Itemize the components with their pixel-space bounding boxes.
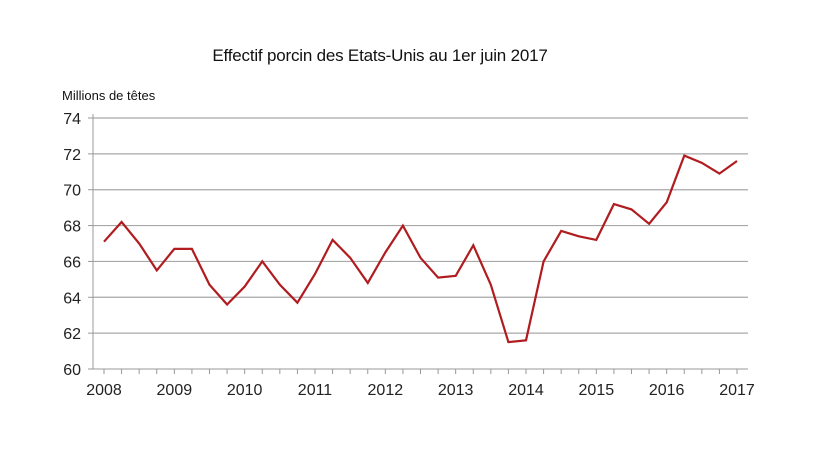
x-tick-label: 2010 <box>227 382 263 399</box>
y-tick-label: 66 <box>63 254 81 271</box>
y-tick-label: 70 <box>63 183 81 200</box>
series-line-0 <box>103 154 738 344</box>
y-tick-label: 62 <box>63 326 81 343</box>
y-tick-label: 60 <box>63 362 81 379</box>
x-tick-label: 2012 <box>368 382 404 399</box>
series-group <box>103 154 738 344</box>
chart-title: Effectif porcin des Etats-Unis au 1er ju… <box>212 46 548 65</box>
x-tick-label: 2013 <box>438 382 474 399</box>
y-tick-label: 72 <box>63 147 81 164</box>
y-axis-label: Millions de têtes <box>62 88 156 103</box>
y-tick-label: 74 <box>63 111 81 128</box>
x-tick-labels: 2008 2009 2010 2011 2012 2013 2014 2015 2016 2017 <box>86 382 755 399</box>
y-tick-label: 64 <box>63 290 81 307</box>
x-tick-label: 2008 <box>86 382 122 399</box>
y-tick-label: 68 <box>63 219 81 236</box>
y-tick-labels: 60 62 64 66 68 70 72 74 <box>63 111 81 379</box>
axes <box>88 114 748 374</box>
x-tick-label: 2016 <box>649 382 685 399</box>
gridlines <box>93 117 748 334</box>
x-tick-label: 2017 <box>719 382 755 399</box>
x-tick-label: 2014 <box>508 382 544 399</box>
x-tick-label: 2011 <box>298 382 333 399</box>
x-tick-label: 2015 <box>579 382 615 399</box>
x-tick-label: 2009 <box>157 382 193 399</box>
